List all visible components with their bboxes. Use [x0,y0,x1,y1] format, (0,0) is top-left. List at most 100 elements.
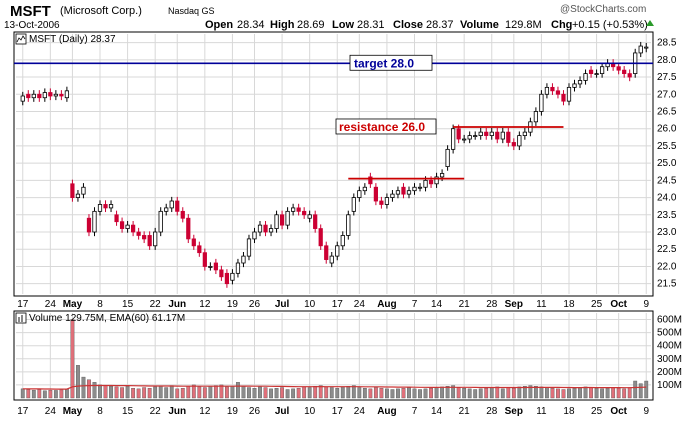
candle [230,269,235,285]
candle-body [572,83,577,88]
candle-body [81,186,86,195]
candle [555,86,561,99]
chg-label: Chg [551,19,572,31]
candle [357,186,362,202]
candle-body [285,210,290,226]
volume-bar [313,386,318,399]
candle [362,183,367,195]
candle [622,66,627,78]
candle [451,124,456,154]
volume-ema-line [22,384,647,390]
chart-date: 13-Oct-2006 [4,20,60,31]
candle-body [70,183,75,198]
volume-legend-icon [18,317,20,322]
volume-bar [42,390,47,399]
candle-body [511,142,516,147]
volume-bar [335,387,340,399]
candle [462,134,467,144]
candle [285,207,290,230]
candle-body [390,193,395,198]
candle [583,69,588,85]
candle-body [351,197,356,212]
volume-bar [522,386,527,399]
candle-body [53,93,58,97]
candle [627,69,632,82]
volume-bar [511,387,516,399]
candle [329,251,334,268]
volume-bar [600,388,605,399]
candle [561,90,566,106]
candle-body [417,186,423,189]
candle [550,83,555,95]
price-x-tick-label: Oct [610,299,627,310]
candle [351,193,356,216]
candle-body [191,238,196,247]
candle-body [357,190,362,198]
volume-bar [213,385,218,399]
candle-body [379,200,384,205]
candle [92,207,97,237]
price-x-tick-label: Sep [505,299,523,310]
close-label: Close [393,19,423,31]
candle-body [544,86,550,95]
candle-body [224,272,230,285]
volume-bar [550,387,555,399]
volume-bar [224,386,229,399]
candle [136,227,141,240]
candle-body [577,80,583,85]
volume-bar [197,386,202,399]
volume-bar [186,386,191,399]
candle-body [561,93,566,102]
volume-x-tick-label: 7 [412,406,418,417]
up-arrow-icon [646,20,654,26]
price-x-tick-label: 25 [591,299,603,310]
candle [379,196,384,209]
candle [108,200,114,213]
candle-body [517,135,522,147]
candle-body [506,131,511,143]
candle [384,193,390,209]
candle [467,131,472,144]
candle-body [395,190,401,195]
candle-body [20,95,25,102]
candle-body [423,179,428,188]
price-x-axis: 17 24 May 8 15 22 Jun 12 19 26 Jul 10 17 24 Aug 7 14 21 28… [17,299,649,310]
candle-body [329,255,334,264]
candle-body [175,200,180,212]
candle [313,210,318,233]
candle [158,207,163,237]
candle [324,241,329,264]
volume-y-tick-label: 200M [657,367,682,378]
candle [533,107,539,126]
candle-body [644,46,649,49]
price-y-tick-label: 22.0 [657,261,677,272]
candle-body [235,262,241,274]
volume-bar [169,385,174,399]
candle-body [406,190,412,195]
candle-body [158,210,163,233]
candle [202,248,207,271]
candle [169,196,174,213]
volume-bar [158,386,163,399]
volume-x-tick-label: 11 [536,406,547,417]
price-x-tick-label: 15 [122,299,134,310]
candle [522,128,527,140]
candle-body [219,269,224,278]
volume-x-tick-label: Oct [610,406,627,417]
volume-x-tick-label: Jun [168,406,186,417]
resistance-label-box [335,118,437,135]
candle [31,90,36,102]
candle [20,91,25,106]
volume-bar [70,319,75,399]
candle-body [401,186,406,195]
volume-x-tick-label: 18 [563,406,575,417]
volume-x-tick-label: 12 [199,406,211,417]
candle [180,207,185,223]
volume-bar [500,388,505,399]
volume-bar [561,389,566,399]
volume-bar [109,386,113,399]
volume-bar [567,388,571,399]
volume-bar [202,387,207,399]
volume-bar [346,386,351,399]
candle-body [467,135,472,140]
